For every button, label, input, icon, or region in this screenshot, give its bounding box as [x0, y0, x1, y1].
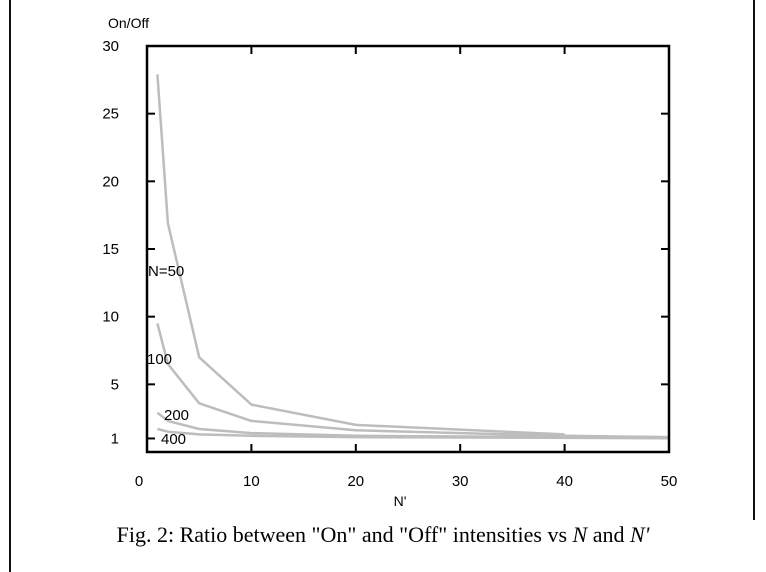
x-tick-label: 40: [556, 473, 573, 490]
caption-var-n: N: [572, 522, 588, 547]
lines-layer: [156, 74, 670, 440]
series-line: [156, 74, 565, 436]
caption-var-n-prime: N': [629, 522, 650, 547]
x-tick-label: 50: [661, 473, 678, 490]
series-label: N=50: [148, 263, 184, 280]
x-axis-label: N': [394, 493, 407, 509]
series-line: [156, 323, 670, 439]
series-label: 100: [147, 351, 172, 368]
y-tick-label: 1: [111, 430, 119, 447]
caption-middle: and: [587, 522, 630, 547]
series-label: 400: [161, 431, 186, 448]
series-label: 200: [164, 407, 189, 424]
ticks-layer: [146, 45, 670, 452]
series-line: [156, 411, 670, 440]
x-tick-label: 0: [135, 473, 143, 490]
caption-prefix: Fig. 2: Ratio between "On" and "Off" int…: [116, 522, 573, 547]
y-tick-label: 15: [102, 241, 119, 258]
y-tick-label: 5: [111, 376, 119, 393]
y-tick-label: 20: [102, 173, 119, 190]
y-axis-label: On/Off: [108, 15, 149, 31]
y-tick-label: 10: [102, 309, 119, 326]
frame-right-border: [753, 0, 755, 520]
x-tick-label: 20: [347, 473, 364, 490]
x-tick-label: 30: [452, 473, 469, 490]
x-tick-label: 10: [243, 473, 260, 490]
series-line: [157, 427, 670, 440]
figure-caption: Fig. 2: Ratio between "On" and "Off" int…: [0, 522, 766, 548]
y-tick-label: 30: [102, 38, 119, 55]
y-tick-label: 25: [102, 106, 119, 123]
plot-frame: [145, 44, 671, 454]
frame-left-border: [9, 0, 11, 572]
